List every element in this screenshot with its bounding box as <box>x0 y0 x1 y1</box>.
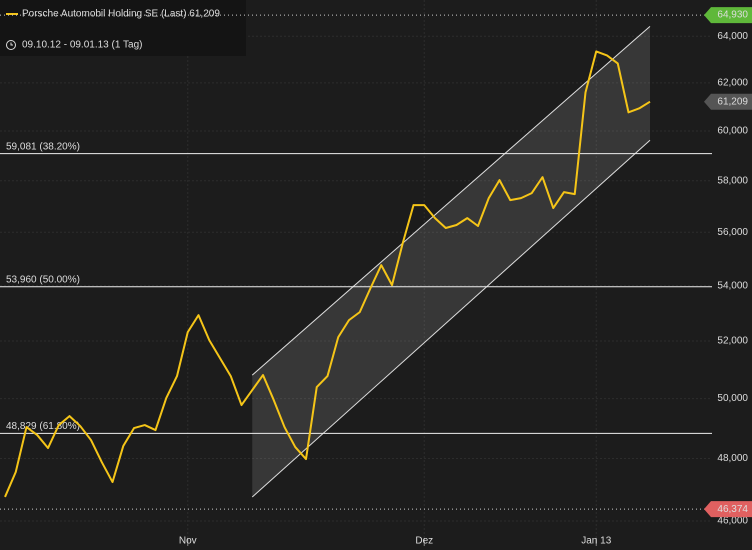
legend-box <box>0 0 246 56</box>
low-tag <box>704 501 752 518</box>
chart-title: Porsche Automobil Holding SE (Last) 61,2… <box>22 9 220 20</box>
y-tick-label: 46,000 <box>717 516 748 527</box>
high-tag <box>704 7 752 24</box>
x-tick-label: Jan 13 <box>581 536 611 547</box>
y-tick-label: 50,000 <box>717 393 748 404</box>
y-tick-label: 52,000 <box>717 336 748 347</box>
x-tick-label: Dez <box>415 536 433 547</box>
clock-icon <box>6 40 16 50</box>
price-line <box>4 50 651 498</box>
y-tick-label: 54,000 <box>717 280 748 291</box>
low-tag-label: 46,374 <box>717 504 748 515</box>
y-tick-label: 64,000 <box>717 31 748 42</box>
clock-hand <box>10 42 13 46</box>
fib-label: 53,960 (50.00%) <box>6 274 80 285</box>
channel-lower <box>251 139 651 498</box>
last-tag-label: 61,209 <box>717 96 748 107</box>
chart-subtitle: 09.10.12 - 09.01.13 (1 Tag) <box>22 40 142 51</box>
fib-label: 48,829 (61.80%) <box>6 421 80 432</box>
channel-area <box>252 26 650 498</box>
last-tag <box>704 93 752 110</box>
y-tick-label: 60,000 <box>717 126 748 137</box>
fib-label: 59,081 (38.20%) <box>6 141 80 152</box>
y-tick-label: 62,000 <box>717 77 748 88</box>
y-tick-label: 58,000 <box>717 175 748 186</box>
y-tick-label: 48,000 <box>717 453 748 464</box>
x-tick-label: Nov <box>179 536 197 547</box>
high-tag-label: 64,930 <box>717 10 748 21</box>
channel-upper <box>251 25 651 376</box>
y-tick-label: 56,000 <box>717 227 748 238</box>
